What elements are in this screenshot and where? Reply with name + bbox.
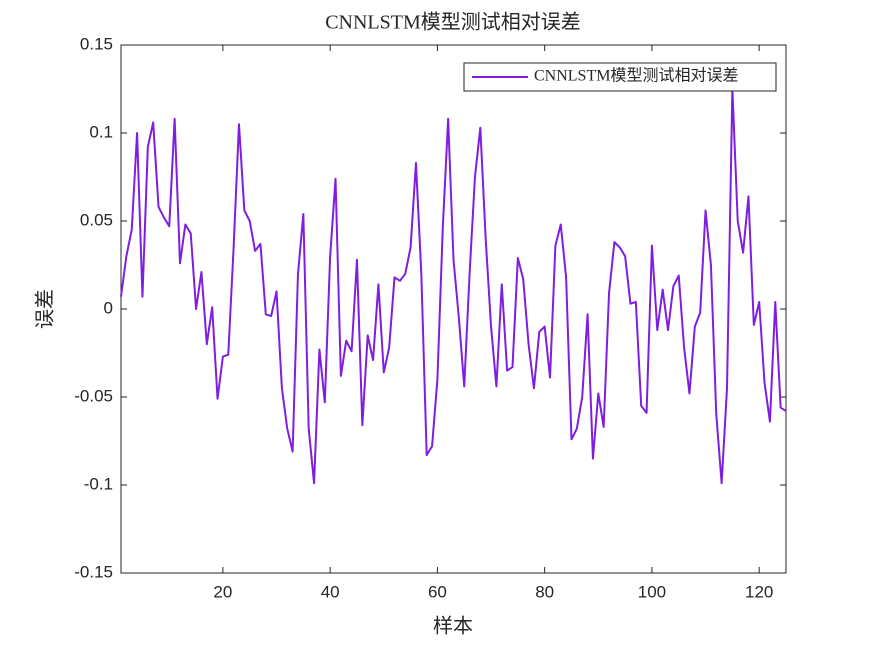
y-tick-label: -0.1 [84,474,113,493]
x-axis-label: 样本 [433,615,473,638]
x-tick-label: 60 [428,582,447,601]
y-tick-label: 0 [104,298,113,317]
x-tick-label: 120 [745,582,773,601]
x-tick-label: 80 [535,582,554,601]
x-tick-label: 40 [321,582,340,601]
x-tick-label: 100 [638,582,666,601]
x-tick-label: 20 [213,582,232,601]
plot-area [120,44,787,574]
y-tick-label: -0.05 [74,386,113,405]
y-tick-label: -0.15 [74,562,113,581]
legend-label: CNNLSTM模型测试相对误差 [534,67,738,85]
y-axis-label: 误差 [34,289,57,329]
y-tick-label: 0.05 [80,210,113,229]
chart-title: CNNLSTM模型测试相对误差 [325,11,581,34]
data-line [120,88,787,485]
y-tick-label: 0.1 [89,122,113,141]
y-tick-label: 0.15 [80,34,113,53]
